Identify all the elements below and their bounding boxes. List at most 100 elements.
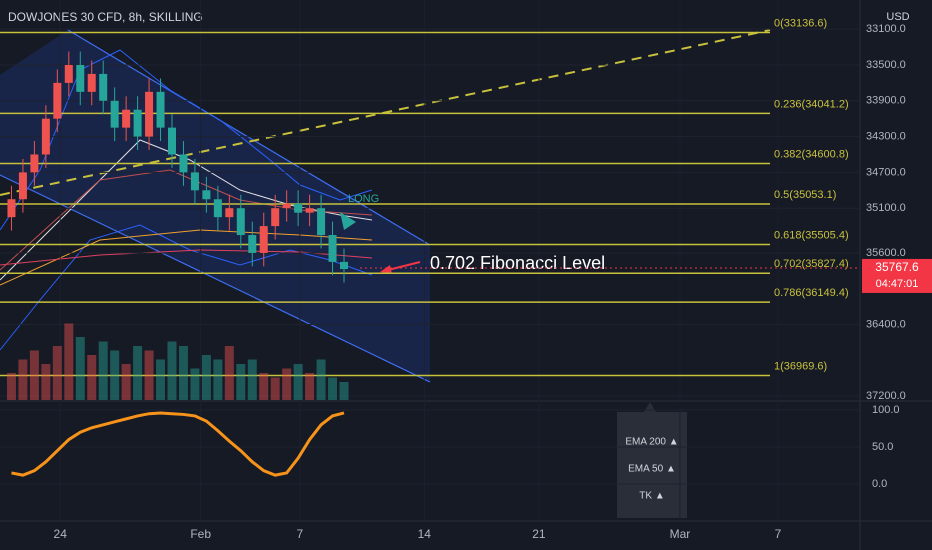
candle-body <box>328 235 337 262</box>
candle-body <box>340 261 348 270</box>
x-tick-label: 7 <box>297 527 304 541</box>
volume-bar <box>133 346 143 400</box>
candle-body <box>282 203 291 209</box>
candle-body <box>156 91 165 128</box>
x-tick-label: 14 <box>418 527 432 541</box>
volume-bar <box>6 373 16 400</box>
candle-body <box>64 64 73 83</box>
chart-title: DOWJONES 30 CFD, 8h, SKILLING <box>8 10 203 24</box>
y-tick-label: 35100.0 <box>866 202 906 214</box>
candle-body <box>18 172 27 200</box>
volume-bar <box>98 341 108 400</box>
candle-body <box>271 208 280 227</box>
volume-bar <box>178 346 188 400</box>
price-tag <box>862 258 932 293</box>
fib-label: 0.702(35827.4) <box>774 258 849 270</box>
x-tick-label: 21 <box>532 527 546 541</box>
volume-bar <box>270 377 280 400</box>
x-tick-label: Feb <box>190 527 211 541</box>
candle-body <box>76 64 85 92</box>
volume-bar <box>259 373 269 400</box>
volume-bar <box>282 368 292 400</box>
candle-body <box>110 100 119 128</box>
x-tick-label: 7 <box>775 527 782 541</box>
volume-bar <box>213 359 223 400</box>
candle-body <box>30 154 39 173</box>
ema-200 <box>0 229 373 286</box>
fib-label: 0.5(35053.1) <box>774 189 836 201</box>
signal-arrow <box>340 212 356 230</box>
volume-bar <box>75 337 85 400</box>
y-tick-label: 37200.0 <box>866 390 906 402</box>
candle-body <box>202 190 211 200</box>
osc-tick-label: 0.0 <box>872 478 887 490</box>
volume-bar <box>121 364 131 400</box>
candle-body <box>99 73 108 101</box>
indicator-label: EMA 50 ▲ <box>628 464 676 475</box>
fib-label: 0.236(34041.2) <box>774 98 849 110</box>
y-tick-label: 33500.0 <box>866 59 906 71</box>
osc-tick-label: 50.0 <box>872 441 893 453</box>
ema-line <box>0 139 373 281</box>
candle-body <box>41 118 50 155</box>
volume-bar <box>41 364 51 400</box>
candle-body <box>213 199 222 218</box>
volume-bar <box>224 346 234 400</box>
y-tick-label: 35600.0 <box>866 247 906 259</box>
volume-bar <box>201 355 211 400</box>
fib-label: 0(33136.6) <box>774 17 827 29</box>
channel-upper <box>67 29 431 246</box>
candle-body <box>168 127 176 155</box>
annotation-arrowhead <box>380 265 392 274</box>
currency: USD <box>886 11 909 23</box>
volume-bar <box>305 373 315 400</box>
countdown: 04:47:01 <box>876 278 919 290</box>
candle-body <box>259 226 268 253</box>
osc-tick-label: 100.0 <box>872 404 900 416</box>
candle-body <box>236 208 245 236</box>
candle-body <box>145 91 154 137</box>
candle-body <box>7 199 16 218</box>
current-price: 35767.6 <box>875 260 919 274</box>
fib-label: 0.618(35505.4) <box>774 229 849 241</box>
volume-bar <box>156 359 166 400</box>
volume-bar <box>144 350 154 400</box>
ema-50 <box>0 249 373 266</box>
candle-body <box>122 109 131 128</box>
fib-label: 0.382(34600.8) <box>774 148 849 160</box>
indicator-box <box>617 412 687 518</box>
annotation: 0.702 Fibonacci Level <box>430 253 605 273</box>
candle-body <box>87 73 96 92</box>
candle-body <box>133 109 142 137</box>
y-tick-label: 33100.0 <box>866 23 906 35</box>
y-tick-label: 36400.0 <box>866 318 906 330</box>
candle-body <box>53 82 62 119</box>
indicator-label: TK ▲ <box>639 491 664 502</box>
y-tick-label: 34300.0 <box>866 130 906 142</box>
volume-bar <box>64 323 74 400</box>
fib-label: 0.786(36149.4) <box>774 287 849 299</box>
volume-bar <box>316 359 326 400</box>
candle-body <box>317 208 326 236</box>
volume-bar <box>87 355 97 400</box>
volume-bar <box>247 359 257 400</box>
y-tick-label: 33900.0 <box>866 95 906 107</box>
channel-lower <box>0 174 431 383</box>
volume-bar <box>18 359 28 400</box>
volume-bar <box>167 341 177 400</box>
volume-bar <box>236 364 246 400</box>
x-tick-label: Mar <box>670 527 691 541</box>
y-tick-label: 34700.0 <box>866 166 906 178</box>
candle-body <box>248 235 257 253</box>
signal-label: LONG <box>348 193 379 205</box>
candle-body <box>179 154 188 173</box>
volume-bar <box>190 368 200 400</box>
volume-bar <box>29 350 39 400</box>
dashed-trendline <box>0 29 771 196</box>
candle-body <box>294 203 303 213</box>
volume-bar <box>328 377 338 400</box>
volume-bar <box>293 364 303 400</box>
volume-bar <box>52 346 62 400</box>
